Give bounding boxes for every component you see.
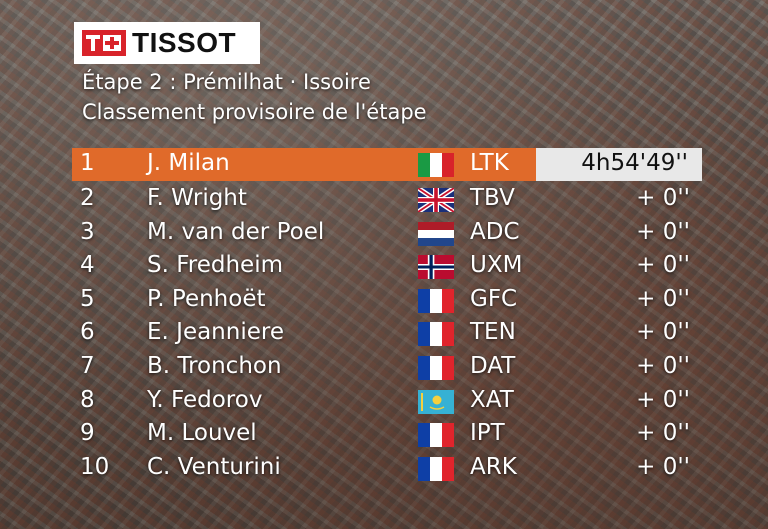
standings-row-leader: 1 J. Milan LTK 4h54'49'' <box>72 148 702 181</box>
standings-row: 7 B. Tronchon DAT + 0'' <box>72 351 702 385</box>
rider-name: M. Louvel <box>147 420 257 447</box>
rider-name: Y. Fedorov <box>147 386 263 413</box>
time-gap: + 0'' <box>636 252 690 279</box>
team-code: ARK <box>470 453 517 480</box>
rider-position: 7 <box>80 352 95 379</box>
stage-standings: 1 J. Milan LTK 4h54'49'' 2 F. Wright TBV… <box>72 148 702 485</box>
rider-name: M. van der Poel <box>147 218 325 245</box>
team-code: DAT <box>470 352 516 379</box>
norway-flag-icon <box>418 255 454 280</box>
standings-row: 3 M. van der Poel ADC + 0'' <box>72 217 702 251</box>
standings-row: 6 E. Jeanniere TEN + 0'' <box>72 317 702 351</box>
rider-position: 6 <box>80 319 95 346</box>
france-flag-icon <box>418 355 454 380</box>
team-code: ADC <box>470 218 520 245</box>
team-code: XAT <box>470 386 514 413</box>
time-gap: + 0'' <box>636 185 690 211</box>
stage-title: Étape 2 : Prémilhat · Issoire <box>82 70 371 94</box>
team-code: IPT <box>470 420 505 447</box>
france-flag-icon <box>418 288 454 313</box>
italy-flag-icon <box>418 153 454 177</box>
rider-position: 5 <box>80 285 95 312</box>
france-flag-icon <box>418 456 454 481</box>
time-gap: + 0'' <box>636 352 690 379</box>
leader-time-box <box>536 148 702 181</box>
standings-row: 9 M. Louvel IPT + 0'' <box>72 418 702 452</box>
time-gap: + 0'' <box>636 453 690 480</box>
france-flag-icon <box>418 322 454 347</box>
standings-subtitle: Classement provisoire de l'étape <box>82 100 427 124</box>
uk-flag-icon <box>418 188 454 212</box>
time-gap: + 0'' <box>636 386 690 413</box>
standings-row: 5 P. Penhoët GFC + 0'' <box>72 284 702 318</box>
france-flag-icon <box>418 423 454 448</box>
rider-position: 1 <box>80 150 95 176</box>
rider-name: B. Tronchon <box>147 352 282 379</box>
logo-wordmark: TISSOT <box>132 27 237 58</box>
time-gap: + 0'' <box>636 319 690 346</box>
time-gap: + 0'' <box>636 420 690 447</box>
team-code: LTK <box>470 150 509 176</box>
team-code: TBV <box>470 185 515 211</box>
tissot-t-cross-mark <box>82 30 126 56</box>
rider-position: 9 <box>80 420 95 447</box>
rider-position: 4 <box>80 252 95 279</box>
rider-position: 3 <box>80 218 95 245</box>
standings-row: 10 C. Venturini ARK + 0'' <box>72 452 702 486</box>
rider-name: E. Jeanniere <box>147 319 284 346</box>
time-gap: + 0'' <box>636 285 690 312</box>
rider-position: 10 <box>80 453 110 480</box>
time-gap: + 0'' <box>636 218 690 245</box>
standings-row: 4 S. Fredheim UXM + 0'' <box>72 250 702 284</box>
standings-row: 8 Y. Fedorov XAT + 0'' <box>72 385 702 419</box>
rider-position: 2 <box>80 185 95 211</box>
tissot-logo: TISSOT <box>74 22 260 64</box>
rider-name: P. Penhoët <box>147 285 266 312</box>
netherlands-flag-icon <box>418 221 454 246</box>
standings-row: 2 F. Wright TBV + 0'' <box>72 183 702 217</box>
team-code: TEN <box>470 319 516 346</box>
kazakhstan-flag-icon <box>418 389 454 414</box>
rider-name: J. Milan <box>147 150 230 176</box>
rider-name: S. Fredheim <box>147 252 284 279</box>
leader-highlight-band <box>72 148 536 181</box>
rider-name: F. Wright <box>147 185 247 211</box>
team-code: GFC <box>470 285 518 312</box>
team-code: UXM <box>470 252 523 279</box>
rider-name: C. Venturini <box>147 453 281 480</box>
stage-time: 4h54'49'' <box>581 150 688 176</box>
rider-position: 8 <box>80 386 95 413</box>
